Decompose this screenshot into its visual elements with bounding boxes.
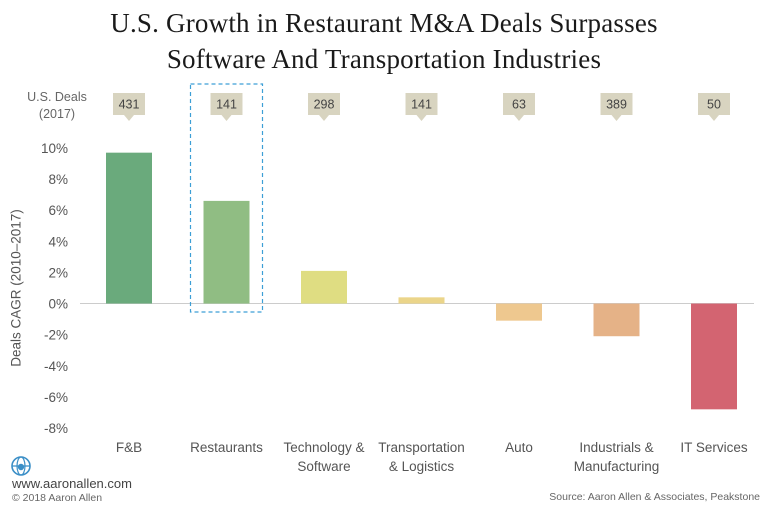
- deals-label-line-1: U.S. Deals: [27, 90, 87, 104]
- deals-label-line-2: (2017): [38, 107, 76, 121]
- y-tick-label: 6%: [48, 203, 68, 218]
- deal-count-label: 431: [119, 98, 140, 112]
- y-tick-label: 0%: [48, 297, 68, 312]
- deal-count-label: 389: [606, 98, 627, 112]
- bar: [496, 303, 542, 321]
- deals-label: U.S. Deals (2017): [22, 89, 92, 123]
- y-tick-label: -4%: [44, 359, 68, 374]
- category-label: & Logistics: [389, 459, 455, 474]
- deal-count-label: 141: [411, 98, 432, 112]
- bar: [106, 152, 152, 304]
- footer-website[interactable]: www.aaronallen.com: [12, 476, 132, 491]
- y-tick-label: -8%: [44, 421, 68, 436]
- y-tick-label: -2%: [44, 328, 68, 343]
- deal-count-callout: [210, 93, 243, 121]
- footer-copyright: © 2018 Aaron Allen: [12, 492, 103, 504]
- deal-count-callout: [405, 93, 438, 121]
- deal-count-label: 298: [314, 98, 335, 112]
- category-label: Restaurants: [190, 440, 263, 455]
- category-label: Industrials &: [579, 440, 653, 455]
- deal-count-label: 50: [707, 98, 721, 112]
- deal-count-callout: [503, 93, 535, 121]
- deal-count-callout: [698, 93, 730, 121]
- category-label: F&B: [116, 440, 142, 455]
- deal-count-callout: [308, 93, 340, 121]
- category-label: Transportation: [378, 440, 465, 455]
- y-tick-label: 10%: [41, 141, 68, 156]
- deal-count-label: 63: [512, 98, 526, 112]
- bar: [203, 200, 250, 304]
- deal-count-callout: [113, 93, 145, 121]
- globe-icon: [11, 456, 31, 476]
- bar: [398, 297, 445, 304]
- bar: [593, 303, 640, 337]
- deal-count-callout: [600, 93, 633, 121]
- category-label: Auto: [505, 440, 533, 455]
- footer-source: Source: Aaron Allen & Associates, Peakst…: [549, 491, 760, 503]
- chart-title-line-2: Software And Transportation Industries: [166, 44, 602, 74]
- y-tick-label: 8%: [48, 172, 68, 187]
- bar: [301, 270, 347, 304]
- category-label: IT Services: [680, 440, 748, 455]
- deal-count-label: 141: [216, 98, 237, 112]
- y-tick-label: 2%: [48, 265, 68, 280]
- y-tick-label: -6%: [44, 390, 68, 405]
- highlight-box: [189, 83, 264, 313]
- y-tick-label: 4%: [48, 234, 68, 249]
- bar: [691, 303, 737, 410]
- category-label: Technology &: [283, 440, 364, 455]
- chart-title-line-1: U.S. Growth in Restaurant M&A Deals Surp…: [110, 8, 658, 38]
- category-label: Software: [297, 459, 350, 474]
- category-label: Manufacturing: [574, 459, 660, 474]
